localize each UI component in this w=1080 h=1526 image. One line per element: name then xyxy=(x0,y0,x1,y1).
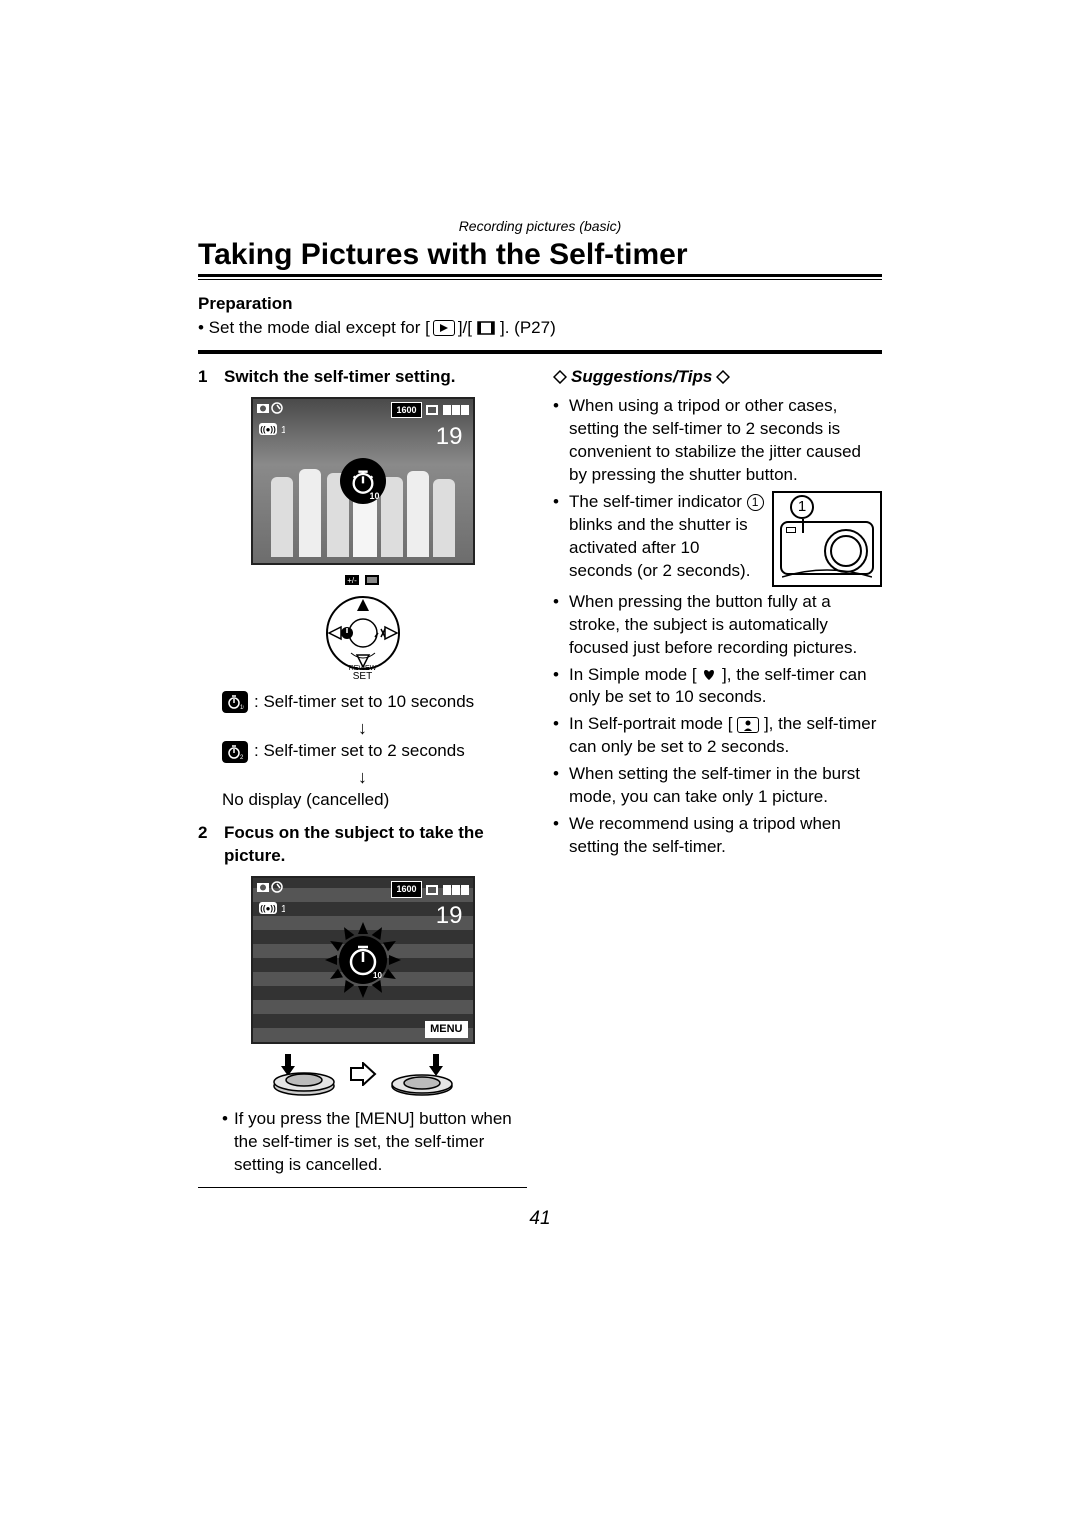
arrow-1: ↓ xyxy=(198,716,527,740)
page-title: Taking Pictures with the Self-timer xyxy=(198,238,882,272)
tips-heading: Suggestions/Tips xyxy=(553,366,882,389)
bullet-dot: • xyxy=(222,1108,228,1177)
tip-4: • In Simple mode [ ], the self-timer can… xyxy=(553,664,882,710)
diagram-callout-1: 1 xyxy=(790,495,814,519)
timer-2-text: : Self-timer set to 2 seconds xyxy=(254,740,465,763)
menu-note: • If you press the [MENU] button when th… xyxy=(222,1108,527,1177)
left-closing-rule xyxy=(198,1187,527,1188)
stabilizer-icon: ((●)) 1 xyxy=(259,419,285,442)
no-display-text: No display (cancelled) xyxy=(222,789,527,812)
step-2-number: 2 xyxy=(198,822,214,868)
preparation-text: • Set the mode dial except for [ ]/[ ]. … xyxy=(198,318,882,338)
right-column: Suggestions/Tips •When using a tripod or… xyxy=(553,366,882,1188)
screen-1-topbar: 1600 xyxy=(257,402,469,419)
tip-2b: blinks and the shutter is activated afte… xyxy=(569,515,750,580)
stabilizer-icon-2: ((●)) 1 xyxy=(259,898,285,921)
prep-before: • Set the mode dial except for [ xyxy=(198,318,430,338)
arrow-right-icon xyxy=(349,1062,377,1086)
resolution-badge: 1600 xyxy=(391,402,421,418)
page-number: 41 xyxy=(198,1208,882,1230)
shots-remaining-2: 19 xyxy=(436,900,463,932)
tip-2a: The self-timer indicator xyxy=(569,492,747,511)
timer-10-text: : Self-timer set to 10 seconds xyxy=(254,691,474,714)
countdown-starburst: 10 xyxy=(323,920,403,1000)
camera-mode-icon-2 xyxy=(257,881,285,898)
playback-icon xyxy=(433,320,455,336)
tips-heading-text: Suggestions/Tips xyxy=(571,366,712,389)
ev-icons: +/- xyxy=(198,573,527,591)
shutter-full-press xyxy=(387,1052,457,1096)
svg-text:10: 10 xyxy=(240,705,244,710)
shutter-row xyxy=(198,1052,527,1096)
shutter-half-press xyxy=(269,1052,339,1096)
heart-icon xyxy=(701,668,717,682)
manual-page: Recording pictures (basic) Taking Pictur… xyxy=(198,218,882,1230)
battery-icon xyxy=(442,405,469,415)
svg-text:2: 2 xyxy=(240,755,244,760)
svg-text:((●)): ((●)) xyxy=(260,425,276,434)
film-icon xyxy=(475,320,497,336)
tip-7: •We recommend using a tripod when settin… xyxy=(553,813,882,859)
tip-1: •When using a tripod or other cases, set… xyxy=(553,395,882,487)
screen-2-topbar: 1600 xyxy=(257,881,469,898)
timer-10-line: 10 : Self-timer set to 10 seconds xyxy=(222,691,527,714)
tip-3: •When pressing the button fully at a str… xyxy=(553,591,882,660)
tip-4a: In Simple mode [ xyxy=(569,665,697,684)
lcd-screen-2: 1600 ((●)) 1 19 xyxy=(251,876,475,1044)
svg-text:1: 1 xyxy=(281,904,285,914)
content-columns: 1 Switch the self-timer setting. xyxy=(198,366,882,1188)
step-2-text: Focus on the subject to take the picture… xyxy=(224,822,527,868)
timer-2-line: 2 : Self-timer set to 2 seconds xyxy=(222,740,527,763)
preparation-heading: Preparation xyxy=(198,294,882,314)
left-column: 1 Switch the self-timer setting. xyxy=(198,366,527,1188)
divider xyxy=(198,350,882,354)
svg-text:1: 1 xyxy=(281,425,285,435)
step-1-number: 1 xyxy=(198,366,214,389)
lcd-screen-1: 1600 ((●)) 1 19 10 xyxy=(251,397,475,565)
prep-after: ]. (P27) xyxy=(500,318,556,338)
menu-note-text: If you press the [MENU] button when the … xyxy=(234,1108,527,1177)
quality-icon xyxy=(426,405,438,415)
circled-1-icon: 1 xyxy=(747,494,764,511)
dial-set-label: SET xyxy=(198,670,527,684)
section-header: Recording pictures (basic) xyxy=(198,218,882,234)
timer-10-icon: 10 xyxy=(222,691,248,713)
control-dial: REVIEW SET xyxy=(198,593,527,683)
tip-6: •When setting the self-timer in the burs… xyxy=(553,763,882,809)
step-1-head: 1 Switch the self-timer setting. xyxy=(198,366,527,389)
arrow-2: ↓ xyxy=(198,765,527,789)
camera-mode-icon xyxy=(257,402,285,419)
title-rule-thick xyxy=(198,274,882,277)
shots-remaining-1: 19 xyxy=(436,421,463,453)
diamond-right-icon xyxy=(716,370,730,384)
svg-text:+/-: +/- xyxy=(347,576,357,585)
title-rule-thin xyxy=(198,279,882,280)
step-2-head: 2 Focus on the subject to take the pictu… xyxy=(198,822,527,868)
tip-5a: In Self-portrait mode [ xyxy=(569,714,732,733)
timer-2-icon: 2 xyxy=(222,741,248,763)
camera-diagram: 1 xyxy=(772,491,882,587)
battery-icon-2 xyxy=(442,885,469,895)
menu-label: MENU xyxy=(425,1021,467,1038)
svg-text:((●)): ((●)) xyxy=(260,904,276,913)
diamond-left-icon xyxy=(553,370,567,384)
resolution-badge-2: 1600 xyxy=(391,881,421,897)
self-portrait-icon xyxy=(737,717,759,733)
step-1-text: Switch the self-timer setting. xyxy=(224,366,527,389)
svg-text:10: 10 xyxy=(373,971,382,980)
tip-2: • 1 The self-timer indicator 1 blinks an… xyxy=(553,491,882,587)
tips-list: •When using a tripod or other cases, set… xyxy=(553,395,882,859)
quality-icon-2 xyxy=(426,885,438,895)
tip-5: • In Self-portrait mode [ ], the self-ti… xyxy=(553,713,882,759)
prep-mid: ]/[ xyxy=(458,318,472,338)
timer-icon-center: 10 xyxy=(340,458,386,504)
